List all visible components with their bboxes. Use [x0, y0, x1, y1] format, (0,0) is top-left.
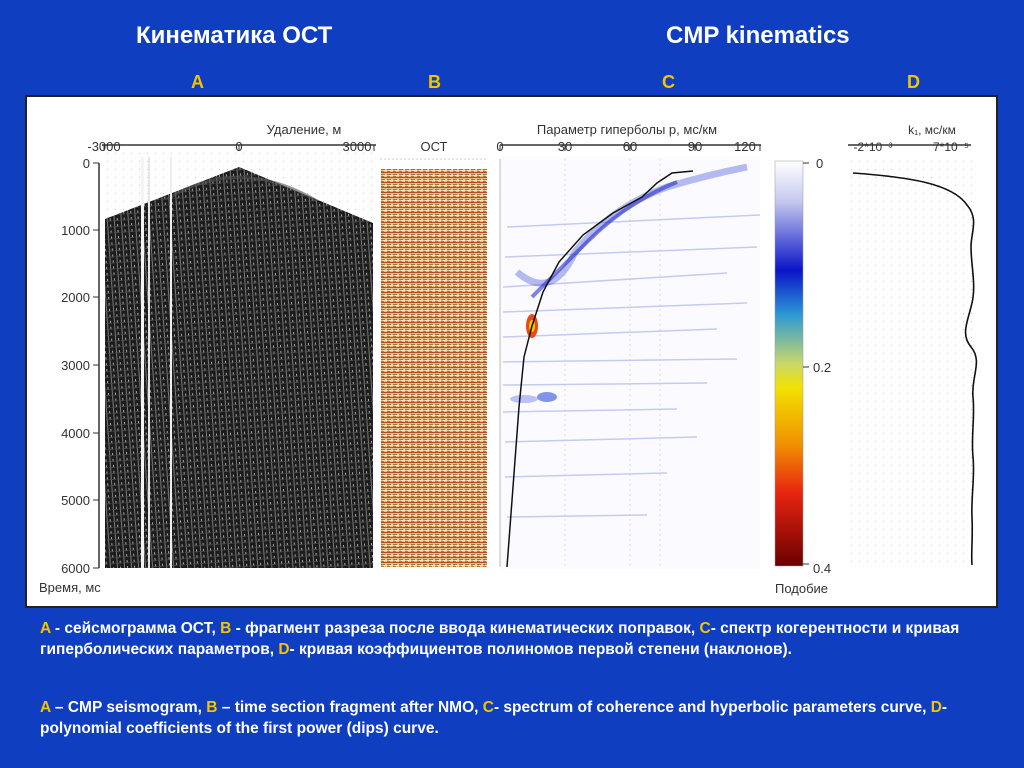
caption-ru-text-b: - фрагмент разреза после ввода кинематич…	[231, 620, 700, 637]
panel-c-top-tick: 0	[496, 139, 503, 154]
panel-a-bad-trace	[148, 157, 150, 568]
panel-b-ost-section: ОСТ	[380, 139, 487, 567]
panel-a-top-tick: -3000	[87, 139, 120, 154]
panel-b-section-image	[381, 169, 487, 567]
caption-ru-key-a: A	[40, 620, 51, 637]
caption-english: A – CMP seismogram, B – time section fra…	[40, 697, 1000, 739]
panel-a-time-tick: 5000	[61, 493, 90, 508]
panel-a-offset-label: Удаление, м	[267, 122, 342, 137]
caption-en-text-b: – time section fragment after NMO,	[217, 699, 483, 716]
panel-b-label: ОСТ	[420, 139, 447, 154]
panel-letter-d: D	[907, 72, 920, 92]
panel-c-top-tick: 120	[734, 139, 756, 154]
panel-d-dips-curve: k₁, мс/км -2*10⁻³ 7*10⁻⁵	[848, 123, 978, 569]
caption-en-key-b: B	[206, 699, 218, 716]
panel-a-bad-trace	[141, 157, 144, 568]
panel-c-top-tick: 30	[558, 139, 572, 154]
caption-ru-text-a: - сейсмограмма ОСТ,	[50, 620, 221, 637]
figure-frame: Удаление, м -3000 0 3000 0 1000	[25, 95, 998, 608]
panel-a-seismogram: Удаление, м -3000 0 3000 0 1000	[39, 122, 376, 595]
panel-c-colorbar-tick: 0.2	[813, 360, 831, 375]
caption-en-key-a: A	[40, 699, 51, 716]
panel-a-time-tick: 3000	[61, 358, 90, 373]
panel-a-first-arrival	[166, 176, 318, 203]
title-english: CMP kinematics	[666, 22, 850, 49]
panel-c-coherence-spectrum: Параметр гиперболы p, мс/км 0 30 60 90 1…	[496, 122, 831, 596]
caption-russian: A - сейсмограмма ОСТ, B - фрагмент разре…	[40, 618, 1000, 660]
caption-en-text-a: – CMP seismogram,	[50, 699, 207, 716]
caption-en-text-d: - polynomial coefficients of the first p…	[40, 699, 948, 737]
panel-d-k1-curve	[852, 172, 978, 566]
panel-a-bad-trace	[170, 157, 172, 568]
panel-a-time-label: Время, мс	[39, 580, 101, 595]
panel-d-plot-area	[850, 157, 972, 569]
panel-c-colorbar-tick: 0	[816, 156, 823, 171]
panel-c-colorbar-label: Подобие	[775, 581, 828, 596]
panel-a-top-tick: 3000	[343, 139, 372, 154]
panel-c-coherence-blob	[510, 395, 538, 403]
panel-a-time-tick: 2000	[61, 290, 90, 305]
caption-en-key-c: C	[482, 699, 494, 716]
panel-letter-c: C	[662, 72, 675, 92]
panel-c-colorbar	[774, 160, 804, 567]
panel-a-top-tick: 0	[235, 139, 242, 154]
panel-letter-b: B	[428, 72, 441, 92]
panel-a-time-tick: 4000	[61, 426, 90, 441]
panel-a-seismic-data	[105, 167, 373, 568]
panel-a-time-tick: 6000	[61, 561, 90, 576]
caption-en-key-d: D	[930, 699, 942, 716]
caption-ru-text-c: - спектр когерентности и кривая гипербол…	[40, 620, 960, 658]
panel-d-tick: 7*10⁻⁵	[933, 140, 969, 154]
caption-ru-key-c: C	[699, 620, 711, 637]
panel-letter-a: A	[191, 72, 204, 92]
panel-c-top-tick: 90	[688, 139, 702, 154]
caption-ru-text-d: - кривая коэффициентов полиномов первой …	[289, 641, 792, 658]
panel-c-plot-area	[500, 157, 760, 569]
panel-a-time-tick: 0	[83, 156, 90, 171]
panel-d-tick: -2*10⁻³	[853, 140, 892, 154]
title-russian: Кинематика ОСТ	[136, 22, 333, 49]
figure-svg: Удаление, м -3000 0 3000 0 1000	[39, 122, 978, 596]
panel-c-axis-label: Параметр гиперболы p, мс/км	[537, 122, 717, 137]
panel-d-axis-label: k₁, мс/км	[908, 123, 956, 137]
panel-c-colorbar-tick: 0.4	[813, 561, 831, 576]
panel-c-top-tick: 60	[623, 139, 637, 154]
caption-ru-key-b: B	[220, 620, 232, 637]
caption-ru-key-d: D	[278, 641, 290, 658]
panel-a-time-tick: 1000	[61, 223, 90, 238]
caption-en-text-c: - spectrum of coherence and hyperbolic p…	[493, 699, 931, 716]
panel-c-hyperbolic-curve	[506, 170, 694, 568]
panel-c-coherence-blob	[537, 392, 557, 402]
panel-c-coherence-streaks	[502, 214, 761, 518]
